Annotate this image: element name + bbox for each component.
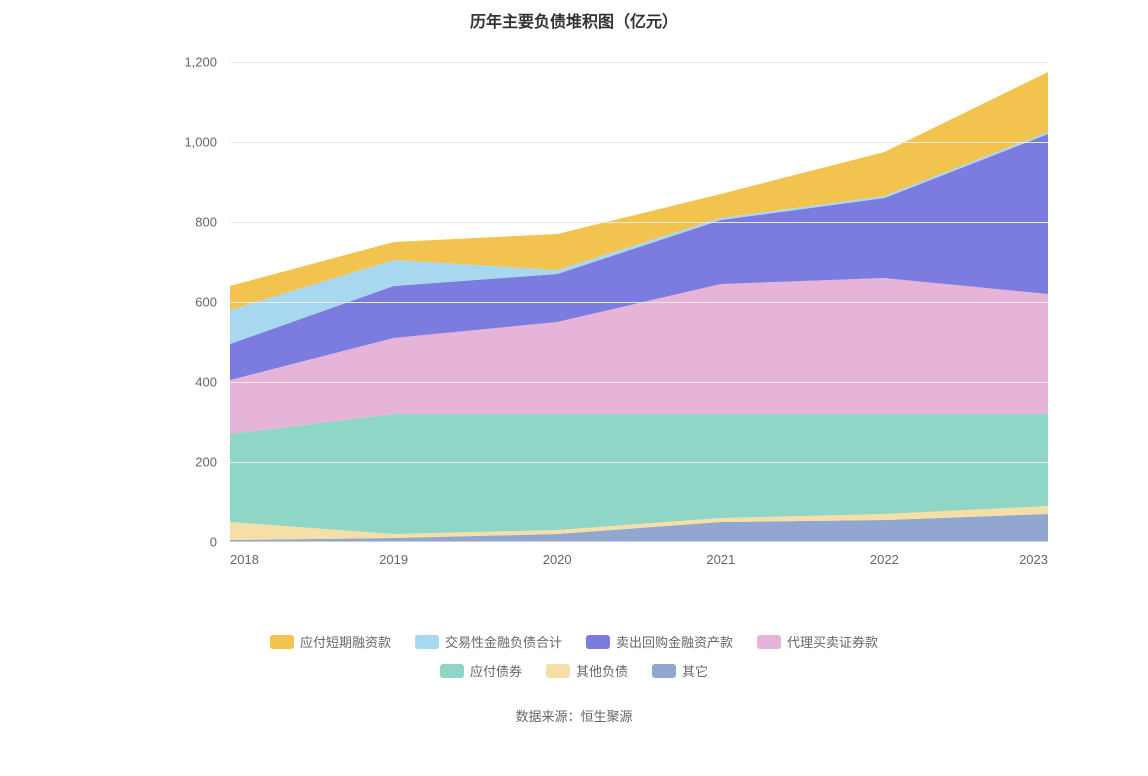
legend-swatch (652, 664, 676, 678)
x-tick-label: 2018 (230, 552, 259, 567)
gridline (230, 382, 1048, 383)
legend-swatch (270, 635, 294, 649)
y-tick-label: 800 (195, 215, 217, 230)
legend-item[interactable]: 其他负债 (546, 661, 628, 680)
gridline (230, 62, 1048, 63)
y-tick-label: 0 (210, 535, 217, 550)
x-tick-label: 2023 (1019, 552, 1048, 567)
legend-item[interactable]: 其它 (652, 661, 708, 680)
legend-swatch (586, 635, 610, 649)
legend-label: 其它 (682, 661, 708, 680)
x-axis: 2018 2019 2020 2021 2022 2023 (230, 547, 1048, 572)
x-tick-label: 2022 (870, 552, 899, 567)
x-baseline (230, 541, 1048, 542)
plot-region (230, 62, 1048, 542)
legend-label: 交易性金融负债合计 (445, 632, 562, 651)
gridline (230, 222, 1048, 223)
y-tick-label: 400 (195, 375, 217, 390)
x-tick-label: 2019 (379, 552, 408, 567)
legend-row: 应付短期融资款 交易性金融负债合计 卖出回购金融资产款 代理买卖证券款 (180, 632, 968, 651)
legend-label: 应付债券 (470, 661, 522, 680)
y-tick-label: 1,200 (184, 55, 217, 70)
y-tick-label: 200 (195, 455, 217, 470)
gridline (230, 142, 1048, 143)
legend-label: 卖出回购金融资产款 (616, 632, 733, 651)
legend-label: 其他负债 (576, 661, 628, 680)
x-tick-label: 2021 (706, 552, 735, 567)
legend-item[interactable]: 应付短期融资款 (270, 632, 391, 651)
legend: 应付短期融资款 交易性金融负债合计 卖出回购金融资产款 代理买卖证券款应付债券 其他负债… (0, 632, 1148, 680)
legend-swatch (415, 635, 439, 649)
x-tick-label: 2020 (543, 552, 572, 567)
legend-item[interactable]: 应付债券 (440, 661, 522, 680)
legend-item[interactable]: 代理买卖证券款 (757, 632, 878, 651)
gridline (230, 302, 1048, 303)
gridline (230, 462, 1048, 463)
legend-swatch (440, 664, 464, 678)
chart-area: 0 200 400 600 800 1,000 1,200 2018 2019 2020 2021… (180, 52, 1048, 572)
y-axis: 02004006008001,0001,200 (180, 62, 225, 542)
legend-item[interactable]: 交易性金融负债合计 (415, 632, 562, 651)
legend-swatch (546, 664, 570, 678)
legend-label: 应付短期融资款 (300, 632, 391, 651)
legend-swatch (757, 635, 781, 649)
y-tick-label: 1,000 (184, 135, 217, 150)
legend-row: 应付债券 其他负债 其它 (180, 661, 968, 680)
legend-label: 代理买卖证券款 (787, 632, 878, 651)
chart-title: 历年主要负债堆积图（亿元） (0, 0, 1148, 52)
data-source: 数据来源：恒生聚源 (0, 706, 1148, 725)
y-tick-label: 600 (195, 295, 217, 310)
legend-item[interactable]: 卖出回购金融资产款 (586, 632, 733, 651)
